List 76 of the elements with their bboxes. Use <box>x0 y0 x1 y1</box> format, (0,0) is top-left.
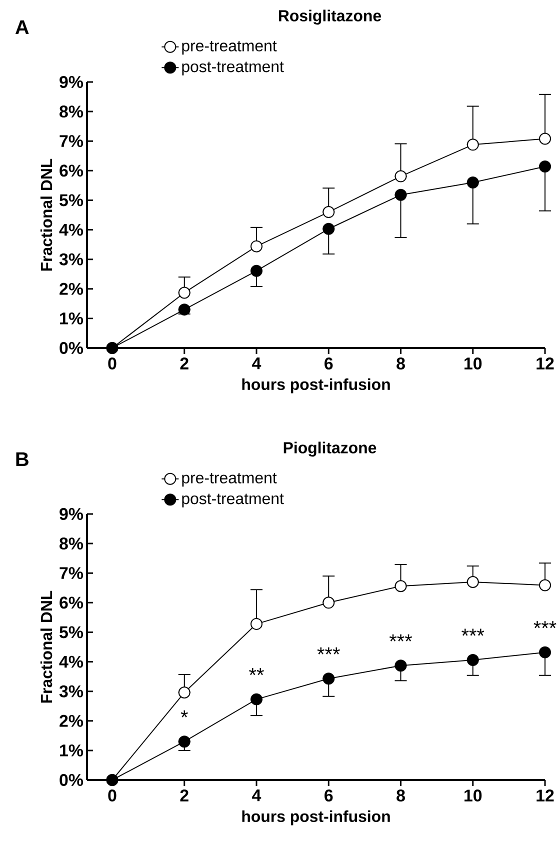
point <box>466 176 479 188</box>
y-tick-label: 2% <box>60 714 84 727</box>
annotation: *** <box>317 647 340 654</box>
x-axis-title: hours post-infusion <box>242 378 390 394</box>
point <box>394 580 407 592</box>
y-tick-label: 4% <box>59 224 84 236</box>
y-tick-label: 2% <box>60 282 84 295</box>
x-tick-label: 10 <box>464 790 482 802</box>
legend-label: post-treatment <box>182 494 284 508</box>
point <box>178 736 190 748</box>
point <box>539 160 552 173</box>
x-tick-label: 10 <box>464 358 482 370</box>
x-tick-label: 2 <box>180 358 188 370</box>
x-tick-label: 6 <box>324 790 333 802</box>
y-tick-label: 8% <box>60 538 84 550</box>
y-tick-label: 1% <box>60 744 84 756</box>
point <box>250 693 262 706</box>
point <box>250 240 262 252</box>
point <box>539 579 552 592</box>
point <box>250 618 262 630</box>
x-tick-label: 2 <box>180 790 188 802</box>
point <box>322 206 335 218</box>
y-tick-label: 0% <box>60 342 84 354</box>
y-axis-title: Fractional DNL <box>40 590 52 703</box>
y-tick-label: 3% <box>59 685 84 698</box>
chart-title: Rosiglitazone <box>278 10 382 25</box>
y-tick-label: 9% <box>60 508 84 520</box>
point <box>466 138 479 151</box>
point <box>394 188 407 201</box>
point <box>322 222 335 235</box>
point <box>250 264 262 277</box>
point <box>322 596 335 609</box>
y-axis-title: Fractional DNL <box>40 158 52 271</box>
y-tick-label: 5% <box>60 194 84 206</box>
x-tick-label: 8 <box>396 358 405 370</box>
x-tick-label: 0 <box>108 358 116 370</box>
x-tick-label: 12 <box>536 790 554 802</box>
annotation: *** <box>462 628 484 636</box>
annotation: *** <box>389 634 412 642</box>
x-tick-label: 12 <box>536 358 554 370</box>
point <box>322 672 335 685</box>
y-tick-label: 6% <box>60 164 84 177</box>
point <box>466 576 479 588</box>
y-tick-label: 0% <box>60 774 84 786</box>
annotation: * <box>180 710 188 718</box>
text: A <box>15 20 29 34</box>
text: B <box>16 452 28 466</box>
point <box>394 170 407 182</box>
legend-label: pre-treatment <box>182 472 277 487</box>
x-tick-label: 0 <box>108 790 116 802</box>
point <box>539 132 552 145</box>
annotation: ** <box>249 668 264 676</box>
point <box>539 646 552 658</box>
y-tick-label: 9% <box>60 76 84 88</box>
x-tick-label: 4 <box>252 790 262 802</box>
y-tick-label: 6% <box>60 596 84 609</box>
x-tick-label: 8 <box>396 790 405 802</box>
point <box>466 654 479 666</box>
annotation: *** <box>534 621 556 628</box>
y-tick-label: 4% <box>59 656 84 668</box>
chart-title: Pioglitazone <box>284 442 376 457</box>
point <box>178 304 190 316</box>
x-tick-label: 4 <box>252 358 262 370</box>
y-tick-label: 1% <box>60 312 84 324</box>
y-tick-label: 7% <box>60 567 84 580</box>
y-tick-label: 3% <box>59 253 84 266</box>
y-tick-label: 5% <box>60 626 84 638</box>
y-tick-label: 8% <box>60 106 84 118</box>
point <box>178 686 190 699</box>
legend-label: post-treatment <box>182 62 284 76</box>
point <box>178 286 190 299</box>
point <box>394 660 407 672</box>
x-tick-label: 6 <box>324 358 333 370</box>
legend-label: pre-treatment <box>182 40 277 55</box>
x-axis-title: hours post-infusion <box>242 810 390 826</box>
y-tick-label: 7% <box>60 135 84 148</box>
